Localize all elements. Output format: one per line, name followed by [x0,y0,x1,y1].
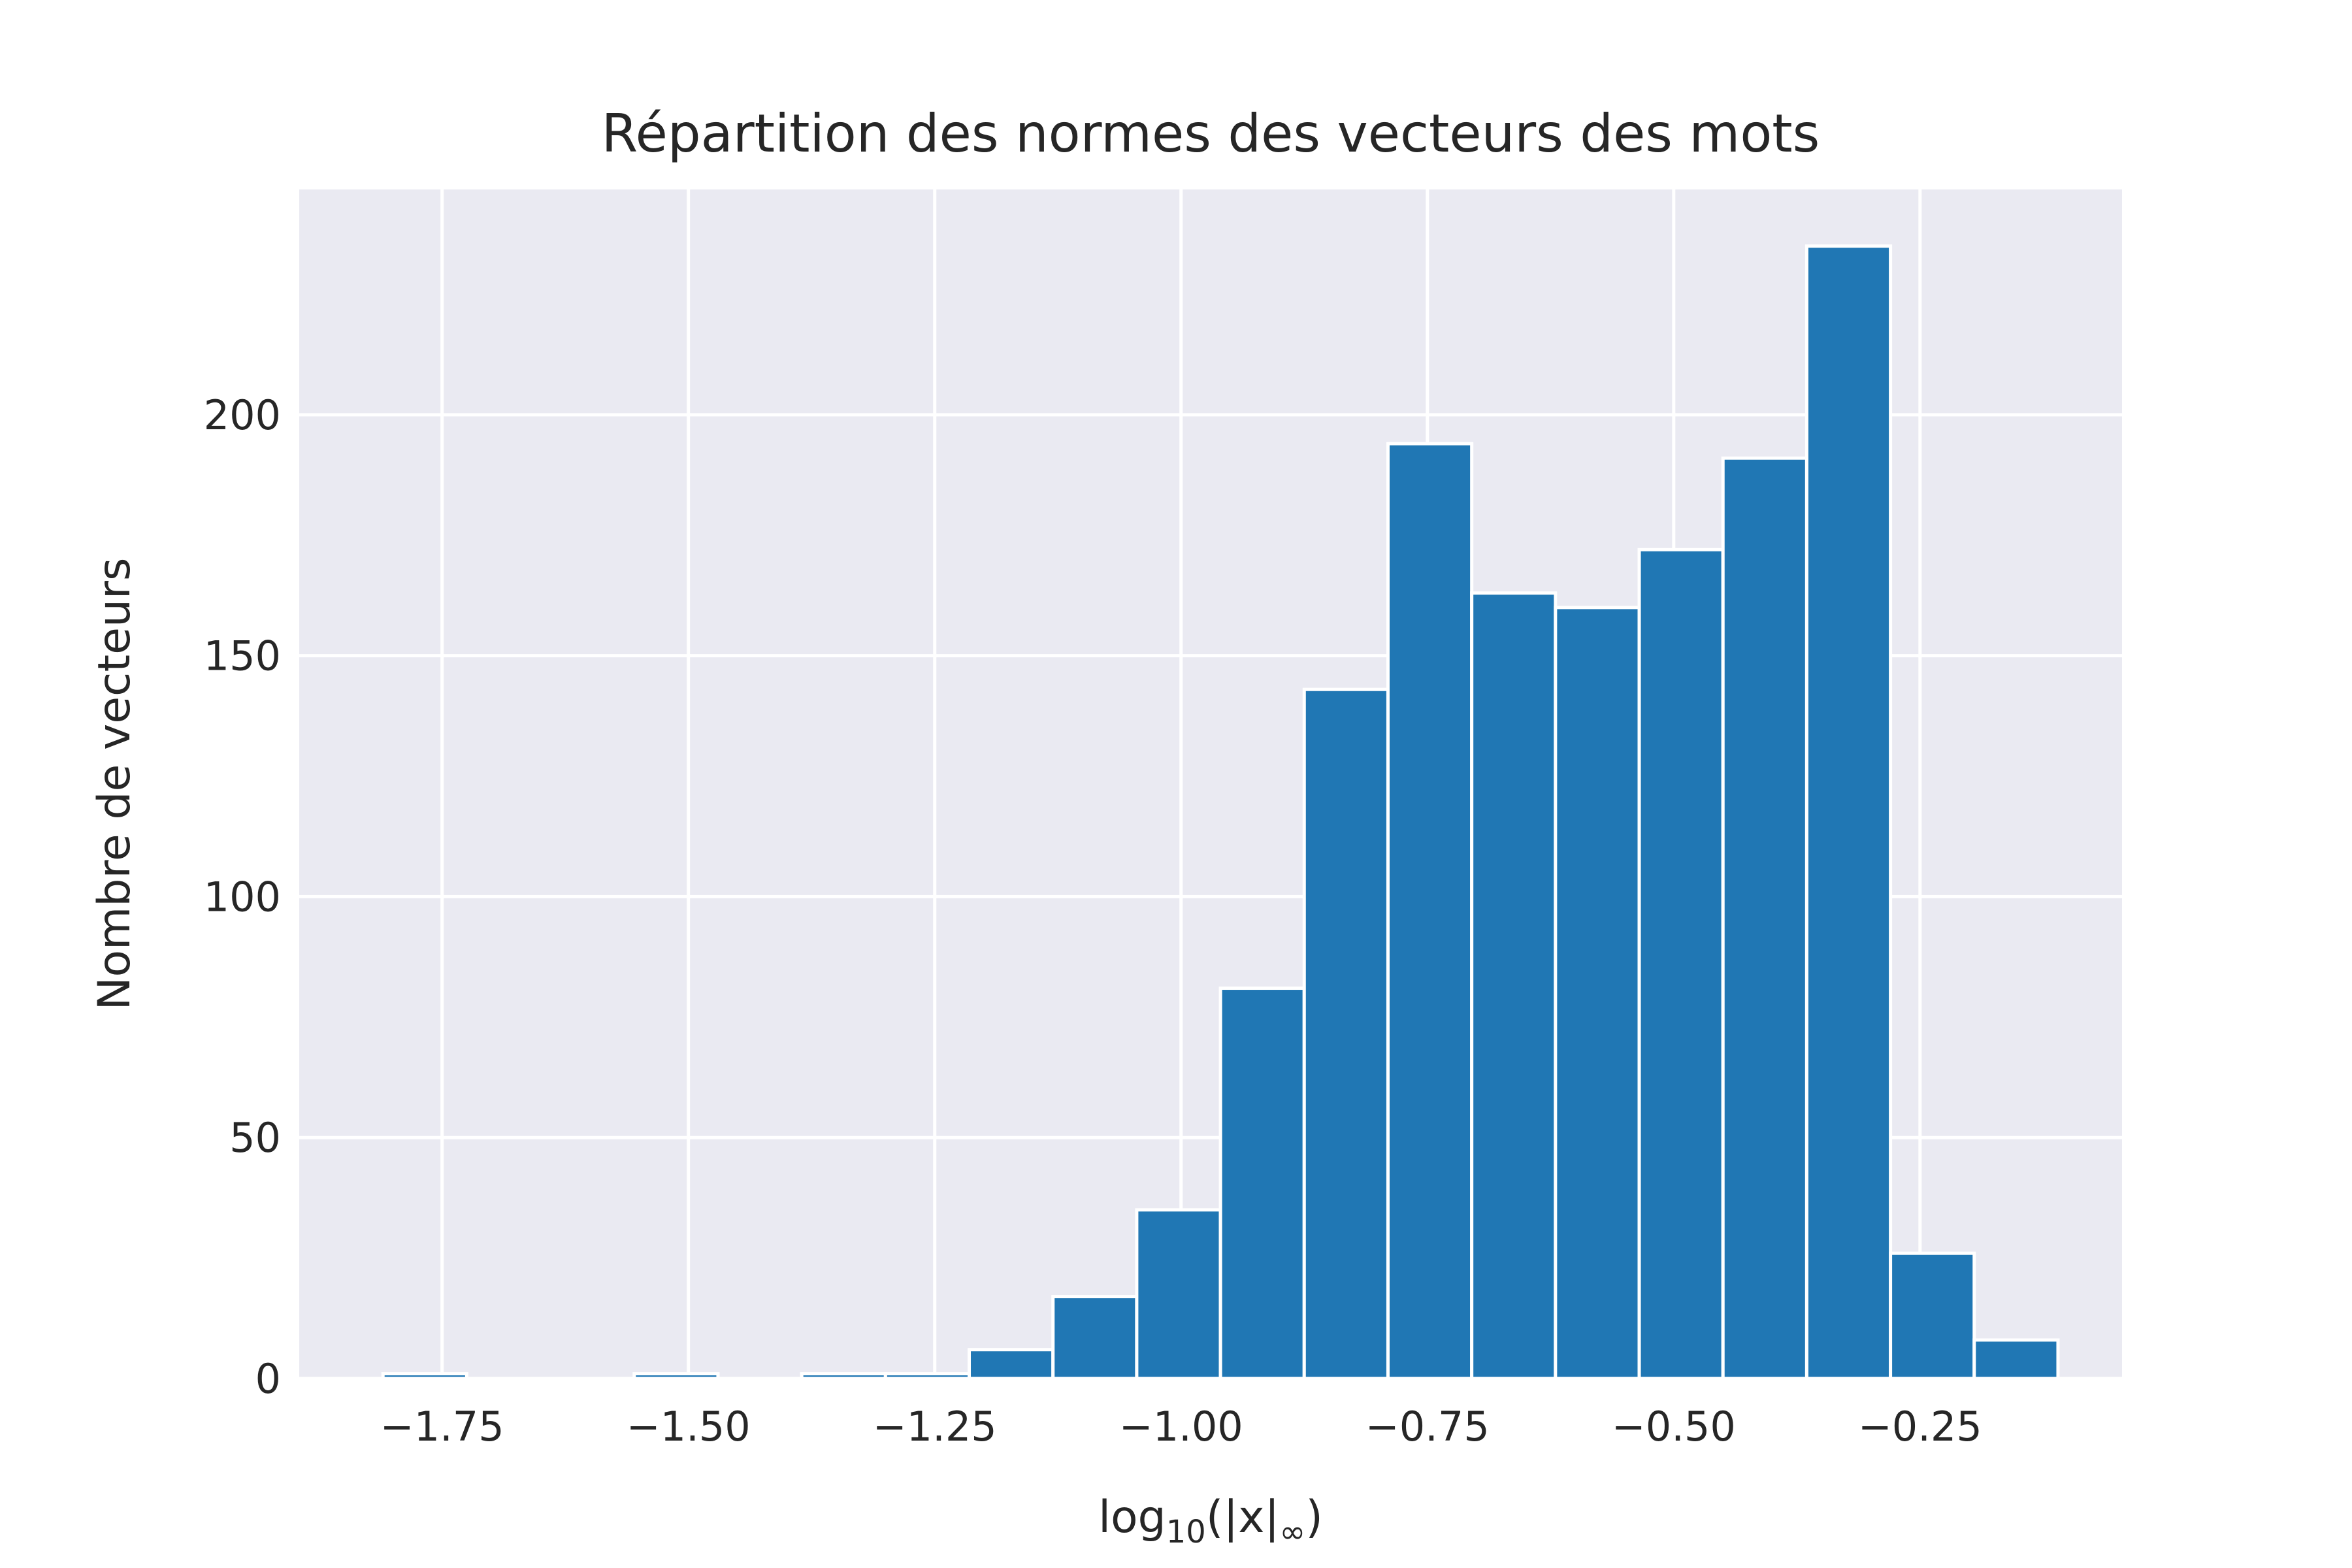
histogram-bar [1972,1338,2060,1380]
x-axis-label: log10(|x|∞) [1098,1492,1323,1550]
histogram-bar [883,1372,972,1380]
x-axis-label-arg: (|x| [1206,1492,1280,1543]
y-axis-label: Nombre de vecteurs [89,558,140,1011]
y-tick-label: 100 [204,873,281,921]
x-tick-label: −1.25 [873,1403,997,1450]
histogram-bar [968,1348,1055,1380]
histogram-bar [1051,1295,1139,1380]
x-axis-label-close: ) [1305,1492,1323,1543]
histogram-bar [1386,442,1474,1380]
histogram-bar [632,1372,720,1380]
histogram-bar [1805,244,1893,1380]
histogram-bar [381,1372,468,1380]
histogram-bar [1302,687,1390,1380]
x-axis-label-base: log [1098,1492,1166,1543]
y-tick-labels: 0 50 100 150 200 [204,391,281,1403]
x-axis-label-arg-subscript: ∞ [1279,1514,1305,1550]
histogram-bar [1470,591,1558,1380]
histogram-bars [381,244,2060,1380]
x-tick-label: −1.75 [380,1403,504,1450]
y-tick-label: 200 [204,391,281,439]
x-tick-label: −1.50 [627,1403,751,1450]
chart-title: Répartition des normes des vecteurs des … [602,103,1820,164]
histogram-bar [1637,547,1725,1380]
histogram-bar [1218,987,1306,1380]
histogram-bar [1554,606,1641,1380]
x-tick-label: −1.00 [1119,1403,1243,1450]
x-tick-label: −0.25 [1858,1403,1982,1450]
y-tick-label: 0 [255,1355,281,1403]
x-tick-labels: −1.75 −1.50 −1.25 −1.00 −0.75 −0.50 −0.25 [380,1403,1982,1450]
histogram-bar [1889,1251,1976,1380]
x-tick-label: −0.75 [1365,1403,1490,1450]
x-axis-label-subscript: 10 [1166,1514,1206,1550]
histogram-bar [1135,1208,1222,1380]
histogram-bar [1721,456,1808,1380]
y-tick-label: 150 [204,632,281,680]
histogram-bar [800,1372,887,1380]
y-tick-label: 50 [229,1114,281,1162]
x-tick-label: −0.50 [1612,1403,1736,1450]
